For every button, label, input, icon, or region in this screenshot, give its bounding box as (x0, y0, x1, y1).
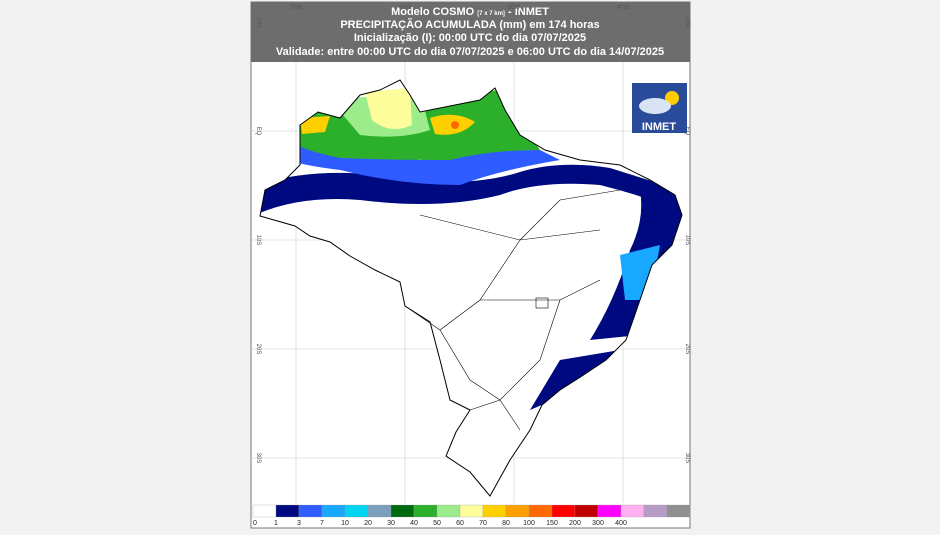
legend-swatch (436, 504, 461, 518)
legend-swatch (459, 504, 484, 518)
legend-label: 50 (433, 520, 441, 527)
logo: INMET (632, 83, 687, 133)
legend-label: 7 (320, 520, 324, 527)
source: - INMET (508, 6, 549, 18)
latitude-label-left: 30S (255, 453, 261, 464)
longitude-label: 60W (399, 5, 412, 11)
resolution: [7 x 7 km] (477, 11, 505, 17)
state-borders (404, 189, 621, 431)
longitude-label: 50W (508, 5, 521, 11)
legend-swatch (551, 504, 576, 518)
legend-swatch (574, 504, 599, 518)
longitude-label: 40W (617, 5, 630, 11)
legend-label: 0 (253, 520, 257, 527)
legend-swatch (482, 504, 507, 518)
legend-swatch (505, 504, 530, 518)
title: PRECIPITAÇÃO ACUMULADA (mm) em 174 horas (340, 18, 599, 31)
latitude-label-left: 20S (255, 344, 261, 355)
legend-label: 100 (523, 520, 535, 527)
legend-label: 150 (546, 520, 558, 527)
legend-swatch (390, 504, 415, 518)
logo-cloud (639, 98, 671, 114)
legend-swatch (620, 504, 645, 518)
longitude-label: 70W (290, 5, 303, 11)
legend-swatch (666, 504, 691, 518)
legend-label: 40 (410, 520, 418, 527)
legend-swatch (344, 504, 369, 518)
latitude-label-right: 20S (684, 344, 690, 355)
legend-label: 30 (387, 520, 395, 527)
latitude-label-left: EQ (255, 127, 261, 136)
legend-label: 20 (364, 520, 372, 527)
model: Modelo COSMO (391, 6, 475, 18)
legend-swatch (321, 504, 346, 518)
legend-swatch (597, 504, 622, 518)
logo-text: INMET (642, 121, 677, 133)
init: Inicialização (I): 00:00 UTC do dia 07/0… (354, 32, 586, 44)
legend-label: 80 (502, 520, 510, 527)
latitude-label-right: 30S (684, 453, 690, 464)
legend-label: 300 (592, 520, 604, 527)
legend-label: 70 (479, 520, 487, 527)
legend-swatch (367, 504, 392, 518)
model-line: Modelo COSMO [7 x 7 km] - INMET (391, 6, 549, 18)
legend-label: 3 (297, 520, 301, 527)
latitude-label-right: 10S (684, 235, 690, 246)
validity: Validade: entre 00:00 UTC do dia 07/07/2… (276, 46, 664, 58)
logo-sun (665, 91, 679, 105)
latitude-label-right: 10N (684, 16, 690, 27)
legend-swatch (413, 504, 438, 518)
legend-label: 1 (274, 520, 278, 527)
legend-swatch (298, 504, 323, 518)
legend-label: 10 (341, 520, 349, 527)
legend-swatch (275, 504, 300, 518)
legend-swatch (643, 504, 668, 518)
legend: 0 1 3 7 10 20 30 40 50 60 70 80 100 150 200 300 400 (252, 504, 691, 527)
header-band (251, 2, 690, 62)
legend-label: 60 (456, 520, 464, 527)
legend-label: 400 (615, 520, 627, 527)
latitude-label-left: 10N (255, 16, 261, 27)
legend-swatch (528, 504, 553, 518)
legend-label: 200 (569, 520, 581, 527)
latitude-label-left: 10S (255, 235, 261, 246)
legend-swatch (252, 504, 277, 518)
